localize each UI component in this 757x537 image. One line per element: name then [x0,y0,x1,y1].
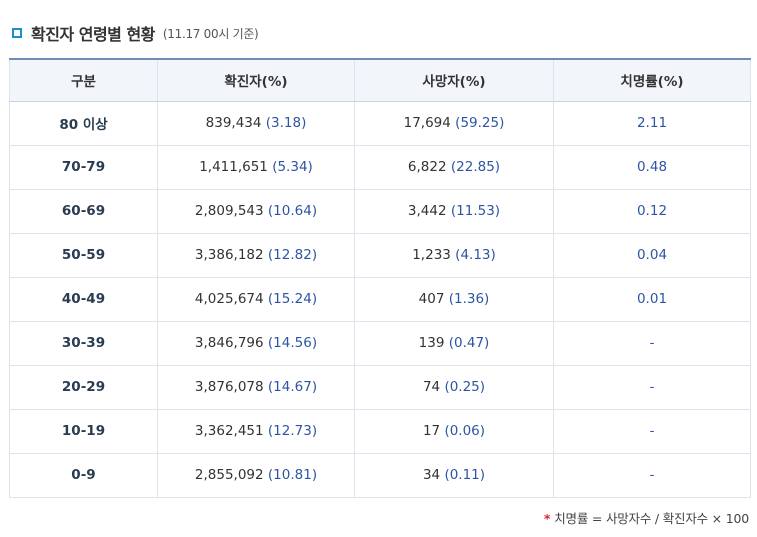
deaths-pct: (59.25) [455,115,505,131]
cases-cell: 2,809,543 (10.64) [157,188,355,234]
deaths-pct: (0.25) [444,379,486,395]
page-title: 확진자 연령별 현황 [31,25,155,44]
deaths-pct: (0.06) [444,423,486,439]
age-group-cell: 20-29 [9,364,158,410]
deaths-cell: 34 (0.11) [354,452,554,498]
age-group-cell: 70-79 [9,144,158,190]
deaths-value: 17,694 [403,115,451,131]
deaths-cell: 17 (0.06) [354,408,554,454]
table-row: 30-39 3,846,796 (14.56) 139 (0.47) - [9,320,751,366]
deaths-cell: 139 (0.47) [354,320,554,366]
fatality-rate-cell: 0.04 [553,232,751,278]
cases-pct: (10.81) [267,467,318,483]
header-category: 구분 [9,58,158,102]
deaths-pct: (4.13) [455,247,496,263]
header-fatality-rate: 치명률(%) [553,58,751,102]
table-row: 70-79 1,411,651 (5.34) 6,822 (22.85) 0.48 [9,144,751,190]
fatality-rate-cell: 2.11 [553,100,751,146]
age-group-cell: 0-9 [9,452,158,498]
cases-cell: 3,386,182 (12.82) [157,232,355,278]
age-group-cell: 10-19 [9,408,158,454]
cases-value: 3,386,182 [194,247,264,263]
deaths-cell: 1,233 (4.13) [354,232,554,278]
cases-value: 839,434 [205,115,262,131]
table-row: 80 이상 839,434 (3.18) 17,694 (59.25) 2.11 [9,100,751,146]
deaths-cell: 407 (1.36) [354,276,554,322]
cases-cell: 3,876,078 (14.67) [157,364,355,410]
cases-cell: 1,411,651 (5.34) [157,144,355,190]
deaths-pct: (1.36) [448,291,490,307]
deaths-cell: 74 (0.25) [354,364,554,410]
table-row: 0-9 2,855,092 (10.81) 34 (0.11) - [9,452,751,498]
deaths-pct: (22.85) [450,159,501,175]
deaths-pct: (0.11) [444,467,486,483]
cases-pct: (14.67) [267,379,318,395]
fatality-rate-cell: - [553,320,751,366]
cases-cell: 3,846,796 (14.56) [157,320,355,366]
cases-pct: (3.18) [265,115,307,131]
deaths-value: 74 [422,379,441,395]
table-row: 40-49 4,025,674 (15.24) 407 (1.36) 0.01 [9,276,751,322]
table-row: 20-29 3,876,078 (14.67) 74 (0.25) - [9,364,751,410]
table-row: 10-19 3,362,451 (12.73) 17 (0.06) - [9,408,751,454]
square-bullet-icon [12,28,22,38]
cases-cell: 2,855,092 (10.81) [157,452,355,498]
fatality-rate-cell: 0.01 [553,276,751,322]
footnote-mark: * [543,511,551,526]
cases-value: 4,025,674 [194,291,264,307]
header-row: 구분 확진자(%) 사망자(%) 치명률(%) [9,58,751,102]
table-header: 구분 확진자(%) 사망자(%) 치명률(%) [9,58,751,102]
age-group-cell: 50-59 [9,232,158,278]
age-stats-table: 구분 확진자(%) 사망자(%) 치명률(%) 80 이상 839,434 (3.… [9,58,751,498]
cases-cell: 3,362,451 (12.73) [157,408,355,454]
deaths-value: 139 [418,335,445,351]
deaths-value: 17 [422,423,441,439]
cases-pct: (5.34) [272,159,313,175]
deaths-cell: 17,694 (59.25) [354,100,554,146]
reference-time: (11.17 00시 기준) [162,26,259,41]
section-title: 확진자 연령별 현황 (11.17 00시 기준) [12,22,259,44]
deaths-value: 3,442 [407,203,447,219]
table-body: 80 이상 839,434 (3.18) 17,694 (59.25) 2.11 70-… [9,100,751,498]
table-row: 50-59 3,386,182 (12.82) 1,233 (4.13) 0.04 [9,232,751,278]
cases-value: 3,362,451 [194,423,264,439]
cases-pct: (14.56) [267,335,318,351]
cases-value: 2,855,092 [194,467,264,483]
age-group-cell: 80 이상 [9,100,158,146]
age-group-cell: 30-39 [9,320,158,366]
footnote-text: 치명률 = 사망자수 / 확진자수 × 100 [554,511,749,526]
cases-value: 1,411,651 [199,159,268,175]
footnote: * 치명률 = 사망자수 / 확진자수 × 100 [544,508,749,527]
deaths-pct: (0.47) [448,335,490,351]
cases-cell: 839,434 (3.18) [157,100,355,146]
age-group-cell: 40-49 [9,276,158,322]
fatality-rate-cell: 0.48 [553,144,751,190]
cases-pct: (10.64) [267,203,318,219]
header-cases: 확진자(%) [157,58,355,102]
fatality-rate-cell: - [553,364,751,410]
cases-value: 2,809,543 [194,203,264,219]
deaths-value: 6,822 [407,159,447,175]
age-group-cell: 60-69 [9,188,158,234]
fatality-rate-cell: - [553,408,751,454]
cases-value: 3,876,078 [194,379,264,395]
table-row: 60-69 2,809,543 (10.64) 3,442 (11.53) 0.12 [9,188,751,234]
cases-pct: (12.73) [267,423,318,439]
fatality-rate-cell: 0.12 [553,188,751,234]
cases-pct: (15.24) [267,291,318,307]
cases-cell: 4,025,674 (15.24) [157,276,355,322]
fatality-rate-cell: - [553,452,751,498]
deaths-value: 407 [418,291,445,307]
cases-pct: (12.82) [267,247,318,263]
deaths-value: 1,233 [412,247,451,263]
cases-value: 3,846,796 [194,335,264,351]
deaths-cell: 3,442 (11.53) [354,188,554,234]
header-deaths: 사망자(%) [354,58,554,102]
deaths-pct: (11.53) [450,203,501,219]
deaths-value: 34 [422,467,441,483]
deaths-cell: 6,822 (22.85) [354,144,554,190]
